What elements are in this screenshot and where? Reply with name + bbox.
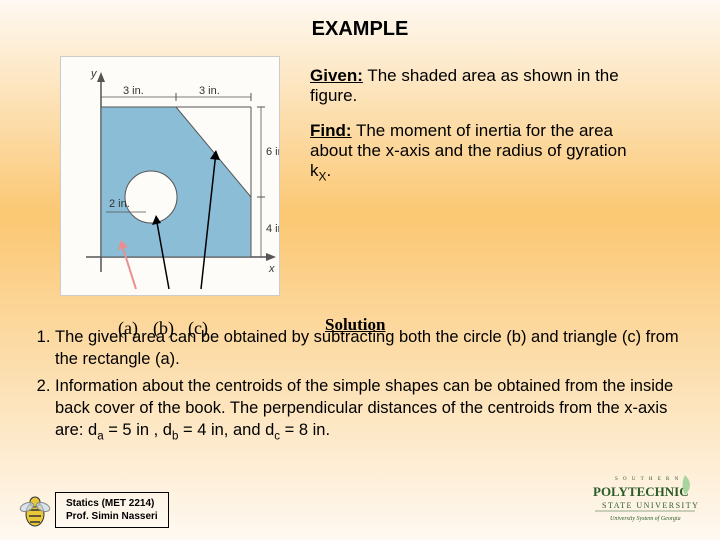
step2-val-c: = 8 in. [280,421,330,439]
footer: Statics (MET 2214) Prof. Simin Nasseri [55,492,169,528]
given-section: Given: The shaded area as shown in the f… [310,66,650,106]
svg-text:3 in.: 3 in. [199,85,220,97]
svg-text:S O U T H E R N: S O U T H E R N [615,477,680,482]
solution-steps: The given area can be obtained by subtra… [0,321,720,445]
label-b: (b) [153,318,174,339]
top-section: y x 3 in. 3 in. 6 in. 4 in. [0,41,720,296]
footer-box: Statics (MET 2214) Prof. Simin Nasseri [55,492,169,528]
step2-val-a: = 5 in , d [104,421,172,439]
svg-text:2 in.: 2 in. [109,198,130,210]
figure-diagram: y x 3 in. 3 in. 6 in. 4 in. [60,56,280,296]
svg-text:6 in.: 6 in. [266,146,279,158]
svg-text:University System of Georgia: University System of Georgia [610,515,681,522]
given-label: Given: [310,66,363,85]
svg-text:4 in.: 4 in. [266,223,279,235]
problem-text: Given: The shaded area as shown in the f… [280,56,650,296]
step2-val-b: = 4 in, and d [178,421,274,439]
find-section: Find: The moment of inertia for the area… [310,121,650,183]
label-a: (a) [118,318,138,339]
footer-line1: Statics (MET 2214) [66,497,158,510]
find-label: Find: [310,121,352,140]
solution-heading: Solution [325,315,385,335]
svg-text:y: y [90,68,98,80]
label-c: (c) [188,318,208,339]
university-logo: S O U T H E R N POLYTECHNIC STATE UNIVER… [590,470,700,530]
find-suffix: . [326,161,331,180]
footer-line2: Prof. Simin Nasseri [66,510,158,523]
svg-text:x: x [268,263,275,275]
step-2: Information about the centroids of the s… [55,375,685,445]
svg-text:STATE UNIVERSITY: STATE UNIVERSITY [602,501,699,510]
hornet-icon [15,492,55,532]
page-title: EXAMPLE [0,0,720,41]
svg-text:3 in.: 3 in. [123,85,144,97]
find-text: The moment of inertia for the area about… [310,121,627,180]
svg-text:POLYTECHNIC: POLYTECHNIC [593,484,689,499]
